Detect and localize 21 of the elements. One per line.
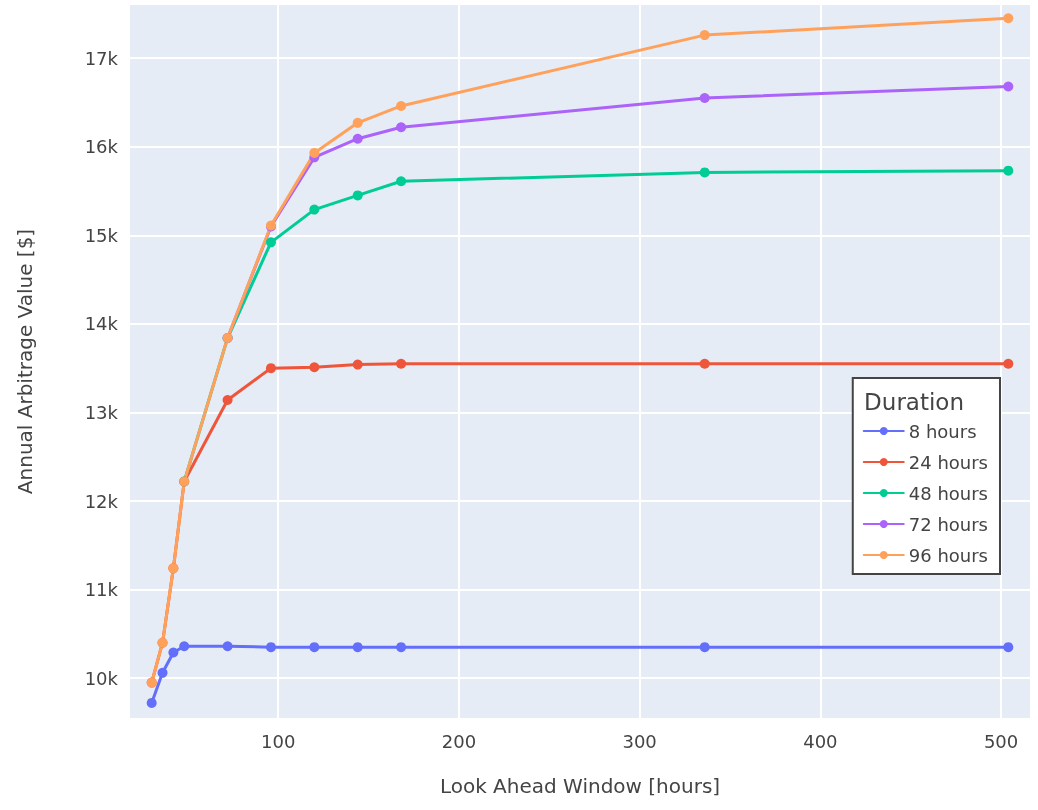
x-tick-label: 100 — [261, 730, 296, 752]
legend-label: 96 hours — [908, 544, 988, 566]
y-tick-label: 13k — [84, 401, 119, 423]
y-tick-label: 15k — [84, 224, 119, 246]
legend-label: 72 hours — [908, 513, 988, 535]
legend-label: 48 hours — [908, 482, 988, 504]
legend-label: 8 hours — [908, 420, 977, 442]
x-tick-label: 200 — [441, 730, 477, 752]
y-tick-label: 16k — [84, 136, 119, 158]
x-tick-label: 300 — [622, 730, 657, 752]
x-axis-title: Look Ahead Window [hours] — [439, 774, 721, 798]
y-tick-label: 14k — [84, 313, 119, 335]
x-tick-label: 400 — [803, 730, 838, 752]
legend-label: 24 hours — [908, 451, 988, 473]
y-axis-title: Annual Arbitrage Value [$] — [13, 228, 37, 495]
y-tick-label: 17k — [84, 47, 119, 69]
y-tick-label: 10k — [84, 667, 119, 689]
y-tick-label: 11k — [84, 579, 119, 601]
legend-title: Duration — [864, 388, 965, 415]
x-tick-label: 500 — [983, 730, 1019, 752]
y-tick-label: 12k — [84, 490, 119, 512]
